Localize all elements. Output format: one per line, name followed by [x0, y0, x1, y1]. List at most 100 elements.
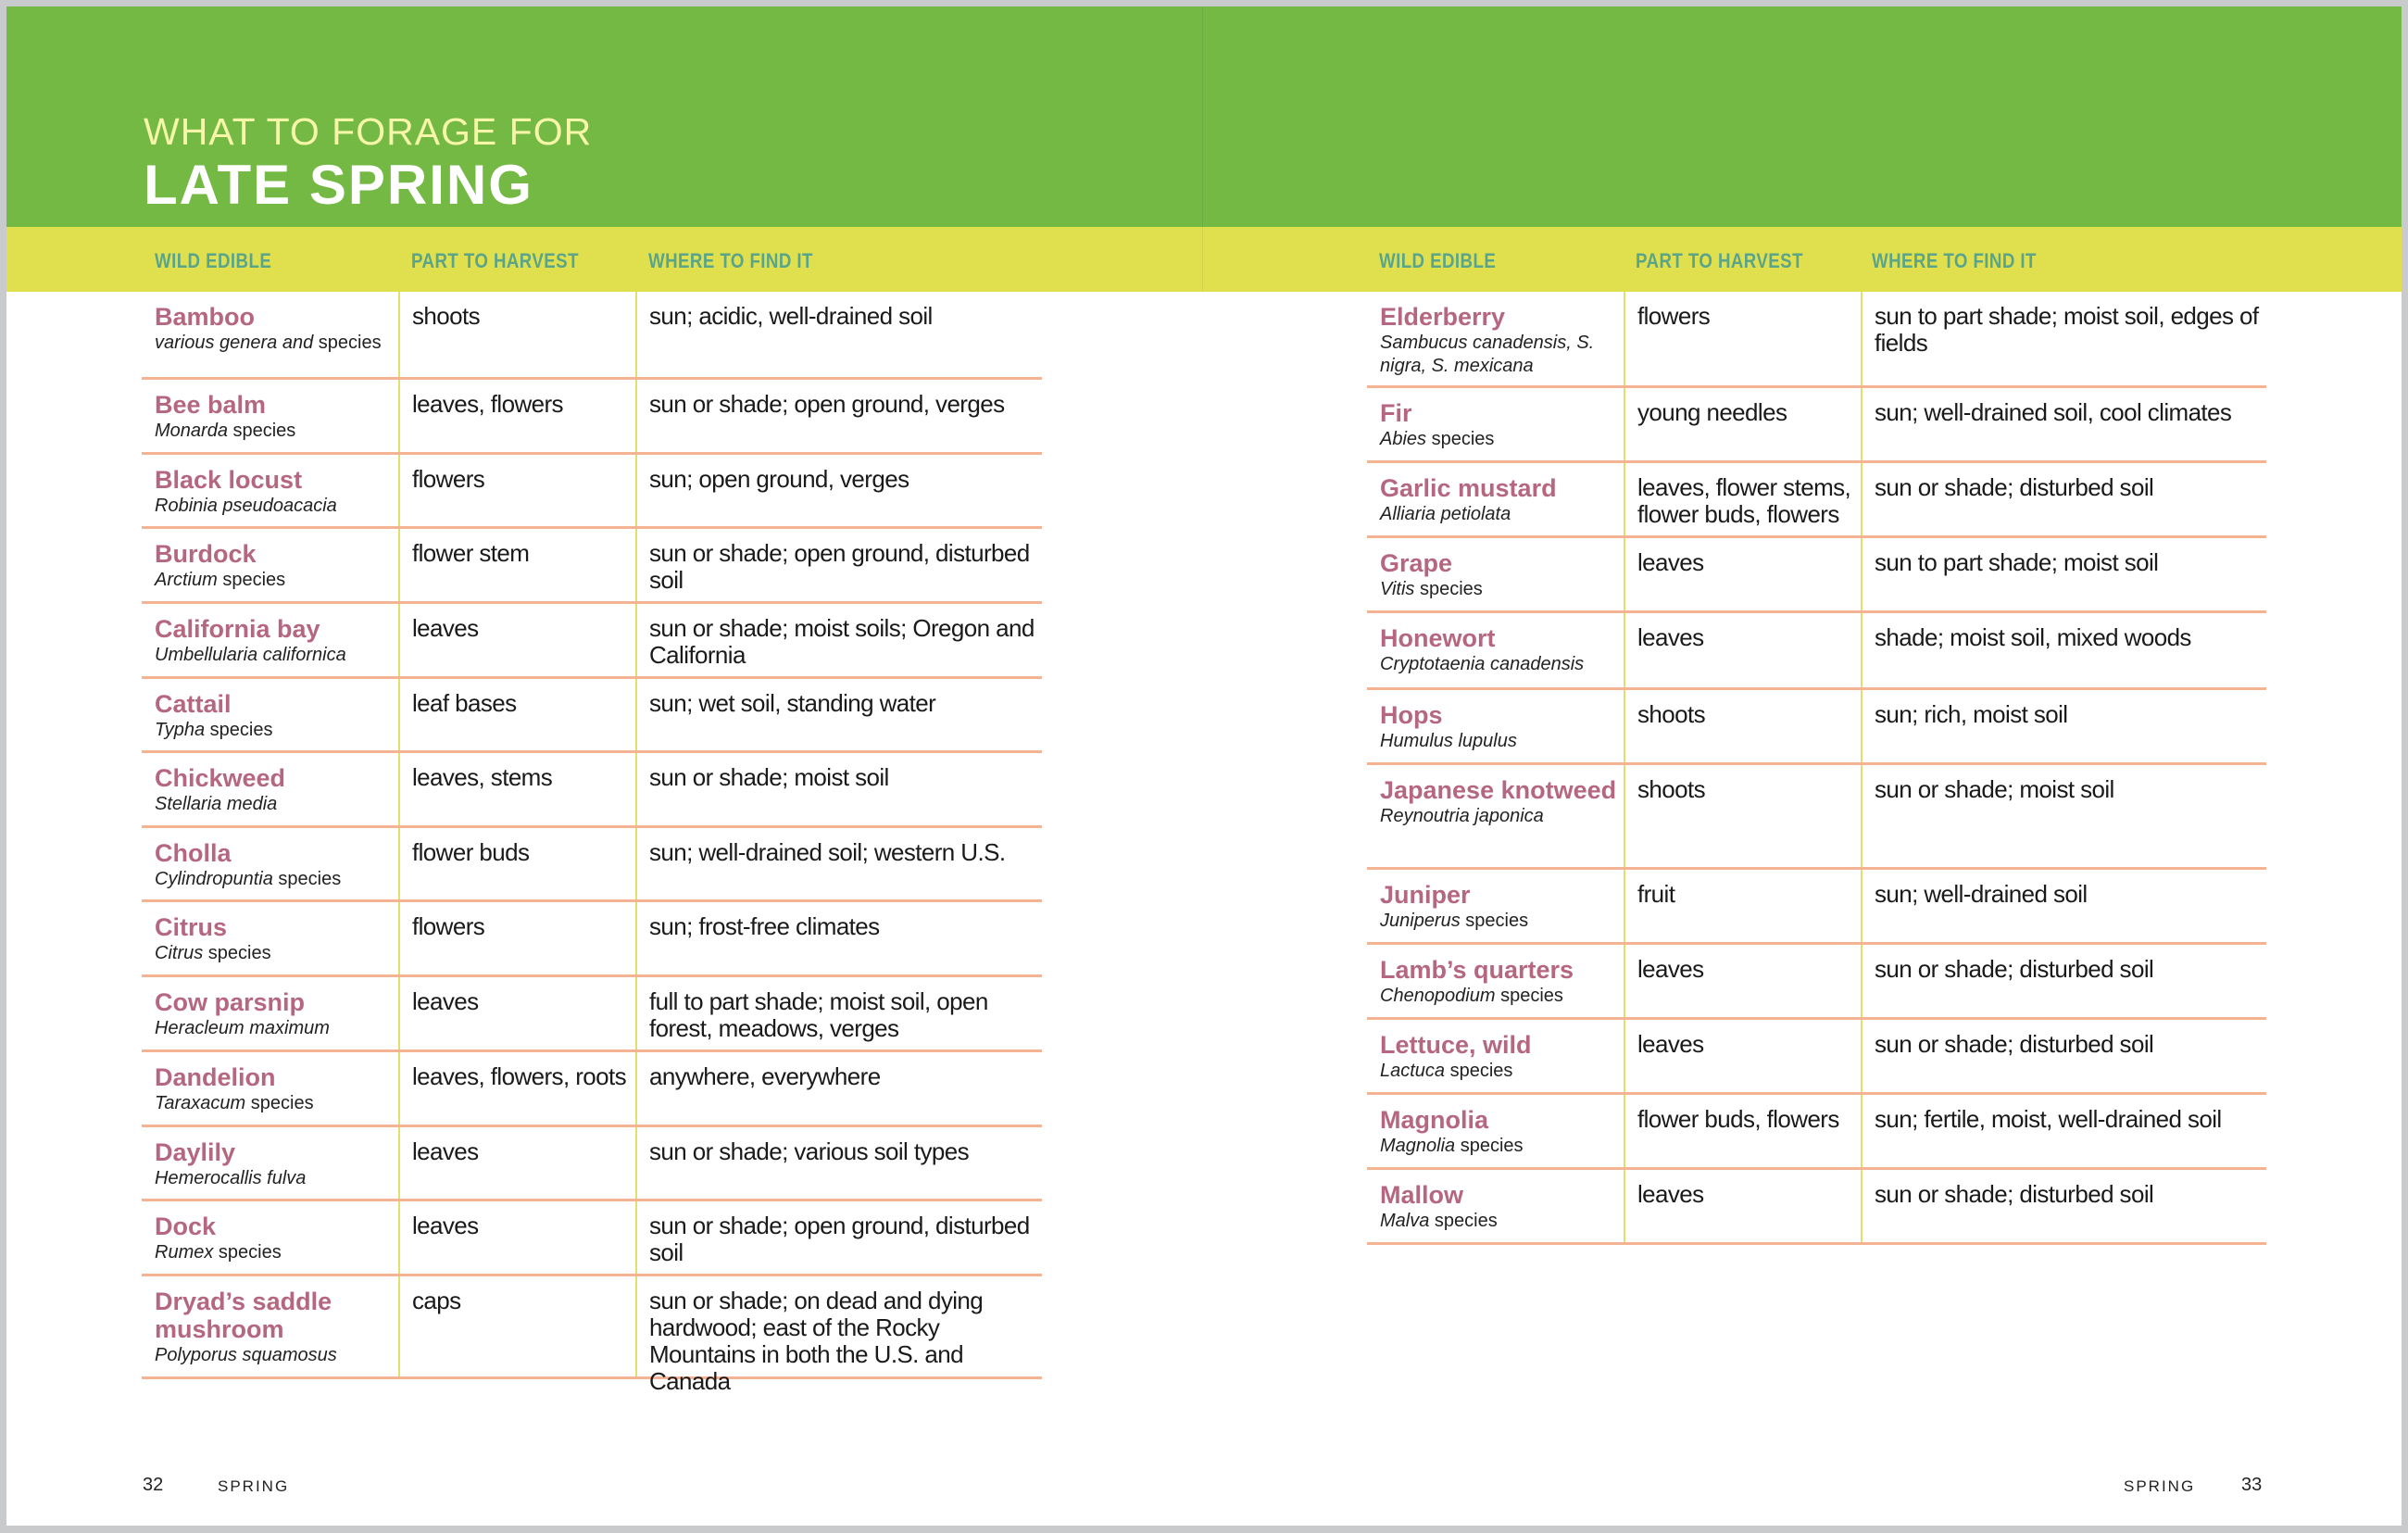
- table-row: Chickweed Stellaria media leaves, stems sun…: [142, 753, 1042, 828]
- table-row: Cow parsnip Heracleum maximum leaves full t…: [142, 977, 1042, 1052]
- part-to-harvest: leaves, stems: [412, 763, 553, 791]
- table-row: Bamboo various genera and species shoots su…: [142, 292, 1042, 380]
- where-to-find: full to part shade; moist soil, open for…: [649, 987, 988, 1042]
- plant-name: Garlic mustard: [1380, 474, 1557, 502]
- table-row: Burdock Arctium species flower stem sun or …: [142, 529, 1042, 604]
- header-band: [6, 6, 2402, 227]
- part-cell: leaves: [398, 604, 635, 676]
- part-to-harvest: fruit: [1637, 880, 1675, 908]
- part-to-harvest: leaves, flowers: [412, 390, 564, 418]
- wild-edible-cell: Magnolia Magnolia species: [1367, 1095, 1624, 1167]
- where-to-find: sun or shade; on dead and dying hardwood…: [649, 1287, 984, 1395]
- part-to-harvest: leaf bases: [412, 689, 517, 717]
- table-row: Magnolia Magnolia species flower buds, flo…: [1367, 1095, 2266, 1170]
- where-cell: sun; rich, moist soil: [1861, 690, 2266, 762]
- table-row: Elderberry Sambucus canadensis, S. nigra,…: [1367, 292, 2266, 388]
- plant-name: Dryad’s saddle mushroom: [155, 1288, 332, 1343]
- wild-edible-cell: Daylily Hemerocallis fulva: [142, 1127, 398, 1199]
- latin-name: Robinia pseudoacacia: [155, 496, 337, 516]
- right-table: Elderberry Sambucus canadensis, S. nigra,…: [1367, 292, 2266, 1245]
- where-to-find: sun; rich, moist soil: [1875, 700, 2068, 728]
- table-row: California bay Umbellularia californica le…: [142, 604, 1042, 679]
- part-cell: young needles: [1624, 388, 1861, 460]
- part-cell: flower stem: [398, 529, 635, 601]
- plant-name: Cholla: [155, 839, 232, 867]
- col-header-part: PART TO HARVEST: [411, 249, 579, 272]
- latin-name: Umbellularia californica: [155, 645, 346, 665]
- wild-edible-cell: Bamboo various genera and species: [142, 292, 398, 377]
- where-to-find: sun; fertile, moist, well-drained soil: [1875, 1105, 2222, 1133]
- latin-name: Typha species: [155, 720, 273, 740]
- latin-name: Malva species: [1380, 1211, 1498, 1231]
- wild-edible-cell: Honewort Cryptotaenia canadensis: [1367, 613, 1624, 687]
- wild-edible-cell: Burdock Arctium species: [142, 529, 398, 601]
- latin-name: Monarda species: [155, 421, 296, 441]
- part-to-harvest: leaves, flowers, roots: [412, 1062, 627, 1090]
- wild-edible-cell: Lamb’s quarters Chenopodium species: [1367, 945, 1624, 1017]
- table-row: Hops Humulus lupulus shoots sun; rich, mois…: [1367, 690, 2266, 765]
- table-row: Mallow Malva species leaves sun or shade; d…: [1367, 1170, 2266, 1245]
- part-to-harvest: leaves: [1637, 623, 1704, 651]
- table-row: Juniper Juniperus species fruit sun; well-d…: [1367, 870, 2266, 945]
- wild-edible-cell: Cow parsnip Heracleum maximum: [142, 977, 398, 1049]
- where-to-find: sun; open ground, verges: [649, 465, 909, 493]
- part-cell: leaves: [1624, 613, 1861, 687]
- table-row: Citrus Citrus species flowers sun; frost-fr…: [142, 902, 1042, 977]
- part-to-harvest: leaves: [1637, 1030, 1704, 1058]
- table-row: Cattail Typha species leaf bases sun; wet s…: [142, 679, 1042, 753]
- table-row: Lettuce, wild Lactuca species leaves sun or…: [1367, 1020, 2266, 1095]
- wild-edible-cell: Citrus Citrus species: [142, 902, 398, 974]
- table-row: Japanese knotweed Reynoutria japonica shoo…: [1367, 765, 2266, 870]
- table-row: Honewort Cryptotaenia canadensis leaves sha…: [1367, 613, 2266, 690]
- section-label-left: SPRING: [218, 1477, 290, 1495]
- where-cell: sun or shade; moist soil: [1861, 765, 2266, 867]
- where-cell: sun or shade; various soil types: [635, 1127, 1042, 1199]
- where-to-find: sun or shade; disturbed soil: [1875, 1180, 2154, 1208]
- where-cell: sun or shade; open ground, disturbed soi…: [635, 1201, 1042, 1274]
- page-kicker: WHAT TO FORAGE FOR: [144, 110, 593, 153]
- wild-edible-cell: Lettuce, wild Lactuca species: [1367, 1020, 1624, 1092]
- part-to-harvest: leaves: [412, 1137, 479, 1165]
- plant-name: Chickweed: [155, 764, 286, 792]
- plant-name: Citrus: [155, 913, 228, 941]
- plant-name: California bay: [155, 615, 320, 643]
- part-cell: flower buds: [398, 828, 635, 899]
- latin-name: Stellaria media: [155, 794, 278, 814]
- part-cell: shoots: [1624, 765, 1861, 867]
- part-to-harvest: leaves: [1637, 1180, 1704, 1208]
- wild-edible-cell: Chickweed Stellaria media: [142, 753, 398, 825]
- latin-name: Abies species: [1380, 429, 1495, 449]
- part-to-harvest: flowers: [1637, 302, 1711, 330]
- column-header-band: [6, 227, 2402, 292]
- part-cell: leaves, flowers: [398, 380, 635, 452]
- where-cell: shade; moist soil, mixed woods: [1861, 613, 2266, 687]
- latin-name: Juniperus species: [1380, 911, 1529, 931]
- where-to-find: sun; well-drained soil; western U.S.: [649, 838, 1006, 866]
- where-to-find: sun or shade; disturbed soil: [1875, 473, 2154, 501]
- latin-name: Vitis species: [1380, 579, 1483, 599]
- part-cell: leaves: [1624, 1020, 1861, 1092]
- where-cell: sun; well-drained soil; western U.S.: [635, 828, 1042, 899]
- where-to-find: sun; well-drained soil, cool climates: [1875, 398, 2232, 426]
- where-cell: sun; open ground, verges: [635, 455, 1042, 526]
- part-cell: leaves, flower stems, flower buds, flowe…: [1624, 463, 1861, 535]
- wild-edible-cell: Fir Abies species: [1367, 388, 1624, 460]
- part-to-harvest: young needles: [1637, 398, 1787, 426]
- where-to-find: sun or shade; disturbed soil: [1875, 955, 2154, 983]
- part-cell: flower buds, flowers: [1624, 1095, 1861, 1167]
- wild-edible-cell: Dryad’s saddle mushroom Polyporus squamos…: [142, 1276, 398, 1376]
- part-to-harvest: leaves: [412, 614, 479, 642]
- part-to-harvest: flower stem: [412, 539, 530, 567]
- where-cell: sun; fertile, moist, well-drained soil: [1861, 1095, 2266, 1167]
- latin-name: Polyporus squamosus: [155, 1345, 337, 1365]
- latin-name: Hemerocallis fulva: [155, 1168, 307, 1188]
- plant-name: Dock: [155, 1213, 217, 1240]
- where-to-find: sun or shade; open ground, disturbed soi…: [649, 1212, 1030, 1266]
- part-to-harvest: flower buds: [412, 838, 530, 866]
- table-row: Lamb’s quarters Chenopodium species leaves…: [1367, 945, 2266, 1020]
- where-cell: sun or shade; disturbed soil: [1861, 945, 2266, 1017]
- page-number-right: 33: [2241, 1475, 2263, 1495]
- where-cell: sun or shade; disturbed soil: [1861, 1020, 2266, 1092]
- table-row: Daylily Hemerocallis fulva leaves sun or sh…: [142, 1127, 1042, 1201]
- plant-name: Black locust: [155, 466, 303, 494]
